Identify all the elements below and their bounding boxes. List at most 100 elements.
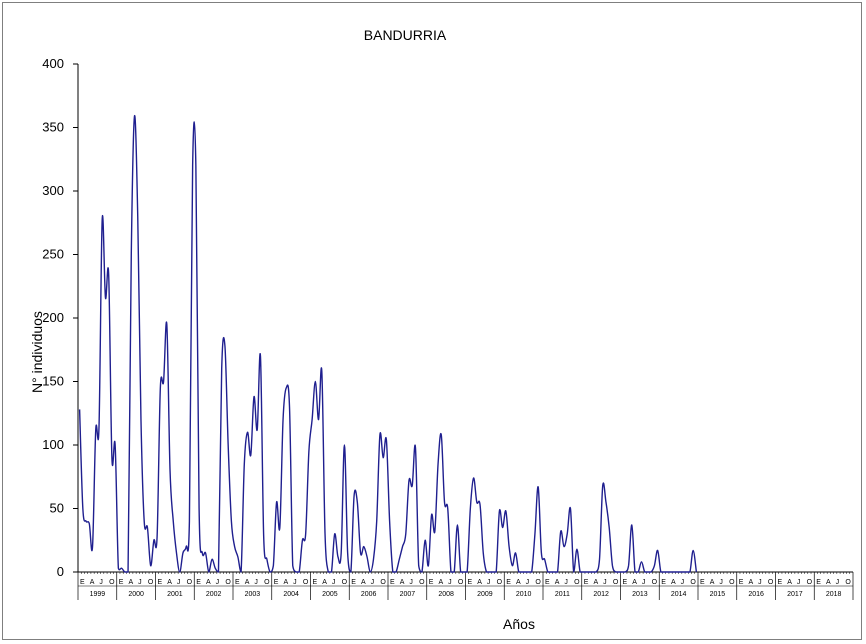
month-label: J [138,579,142,586]
year-label: 2006 [361,591,377,598]
month-label: A [477,579,482,586]
series-line [78,115,698,573]
month-label: A [128,579,133,586]
y-tick-label: 300 [42,183,64,198]
year-label: 2002 [206,591,222,598]
month-label: A [361,579,366,586]
month-label: E [623,579,628,586]
month-label: E [739,579,744,586]
month-label: E [351,579,356,586]
month-label: J [216,579,220,586]
y-tick-label: 100 [42,437,64,452]
year-label: 2010 [516,591,532,598]
year-label: 2011 [555,591,570,598]
year-label: 2009 [477,591,493,598]
year-label: 2014 [671,591,687,598]
year-label: 2016 [748,591,764,598]
year-label: 2004 [283,591,299,598]
axes [77,64,853,573]
month-label: O [342,579,348,586]
month-label: O [845,579,851,586]
year-label: 2012 [593,591,609,598]
month-label: A [438,579,443,586]
month-label: J [758,579,762,586]
month-label: O [148,579,154,586]
year-label: 2000 [128,591,144,598]
month-label: O [264,579,270,586]
month-label: E [506,579,511,586]
year-label: 2008 [438,591,454,598]
month-label: E [235,579,240,586]
month-label: J [719,579,723,586]
month-label: O [690,579,696,586]
chart-title: BANDURRIA [364,27,447,43]
month-label: E [158,579,163,586]
month-label: E [584,579,589,586]
month-label: J [681,579,685,586]
month-label: J [99,579,103,586]
month-label: A [90,579,95,586]
month-label: E [390,579,395,586]
year-label: 2018 [826,591,842,598]
month-label: J [642,579,646,586]
year-label: 2007 [400,591,416,598]
month-label: J [254,579,258,586]
year-label: 2013 [632,591,648,598]
month-label: A [710,579,715,586]
month-label: O [807,579,813,586]
month-label: A [167,579,172,586]
month-label: J [332,579,336,586]
x-axis-title: Años [503,616,535,632]
month-label: A [787,579,792,586]
month-label: A [593,579,598,586]
y-axis-ticks: 0 50 100 150 200 250 300 350 400 [42,56,78,579]
y-tick-label: 400 [42,56,64,71]
month-label: O [380,579,386,586]
month-label: O [458,579,464,586]
y-tick-label: 150 [42,374,64,389]
month-label: O [419,579,425,586]
year-label: 2003 [245,591,261,598]
month-label: J [564,579,568,586]
month-label: A [671,579,676,586]
month-label: O [768,579,774,586]
month-label: J [836,579,840,586]
month-label: J [448,579,452,586]
month-label: O [574,579,580,586]
month-label: O [729,579,735,586]
month-label: E [80,579,85,586]
month-label: J [797,579,801,586]
y-tick-label: 350 [42,120,64,135]
month-label: O [109,579,115,586]
month-label: A [555,579,560,586]
month-label: A [400,579,405,586]
month-label: E [468,579,473,586]
month-label: J [487,579,491,586]
month-label: E [661,579,666,586]
y-tick-label: 0 [57,564,64,579]
series-group [78,115,698,573]
month-label: E [119,579,124,586]
month-label: J [371,579,375,586]
month-label: E [778,579,783,586]
month-label: A [516,579,521,586]
y-axis-title: N° individuos [29,311,45,393]
month-label: E [545,579,550,586]
month-label: A [632,579,637,586]
month-label: J [293,579,297,586]
month-label: E [313,579,318,586]
month-label: O [535,579,541,586]
month-label: O [303,579,309,586]
month-label: O [497,579,503,586]
month-label: E [196,579,201,586]
month-label: E [274,579,279,586]
month-label: A [322,579,327,586]
year-label: 2001 [167,591,183,598]
month-label: J [603,579,607,586]
month-label: E [700,579,705,586]
month-label: A [748,579,753,586]
y-tick-label: 250 [42,247,64,262]
month-label: O [652,579,658,586]
month-label: O [225,579,231,586]
